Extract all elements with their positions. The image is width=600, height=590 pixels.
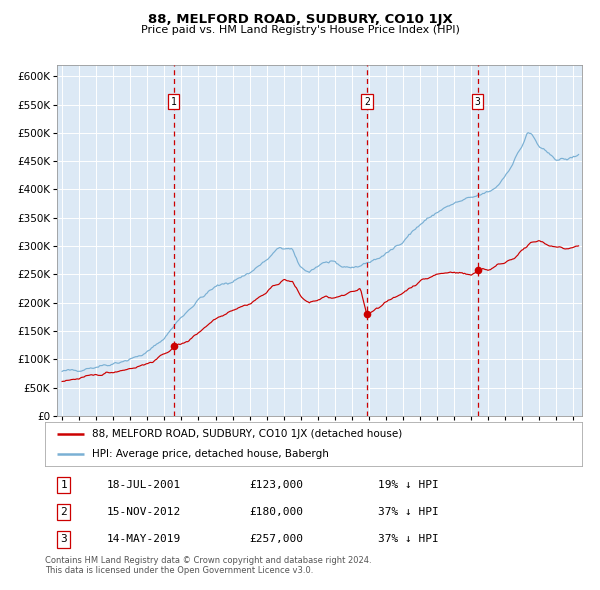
Text: Contains HM Land Registry data © Crown copyright and database right 2024.
This d: Contains HM Land Registry data © Crown c… [45, 556, 371, 575]
Text: 2: 2 [61, 507, 67, 517]
Text: 88, MELFORD ROAD, SUDBURY, CO10 1JX: 88, MELFORD ROAD, SUDBURY, CO10 1JX [148, 13, 452, 26]
Text: 88, MELFORD ROAD, SUDBURY, CO10 1JX (detached house): 88, MELFORD ROAD, SUDBURY, CO10 1JX (det… [92, 429, 402, 439]
Text: 3: 3 [61, 535, 67, 545]
Text: 18-JUL-2001: 18-JUL-2001 [107, 480, 181, 490]
Text: Price paid vs. HM Land Registry's House Price Index (HPI): Price paid vs. HM Land Registry's House … [140, 25, 460, 35]
Text: 37% ↓ HPI: 37% ↓ HPI [378, 507, 439, 517]
Text: HPI: Average price, detached house, Babergh: HPI: Average price, detached house, Babe… [92, 449, 329, 459]
Text: 19% ↓ HPI: 19% ↓ HPI [378, 480, 439, 490]
Text: 1: 1 [170, 97, 176, 107]
Text: £180,000: £180,000 [249, 507, 303, 517]
Text: 14-MAY-2019: 14-MAY-2019 [107, 535, 181, 545]
Text: 3: 3 [475, 97, 481, 107]
Text: 1: 1 [61, 480, 67, 490]
Text: £123,000: £123,000 [249, 480, 303, 490]
Text: £257,000: £257,000 [249, 535, 303, 545]
Text: 2: 2 [364, 97, 370, 107]
Text: 15-NOV-2012: 15-NOV-2012 [107, 507, 181, 517]
Text: 37% ↓ HPI: 37% ↓ HPI [378, 535, 439, 545]
